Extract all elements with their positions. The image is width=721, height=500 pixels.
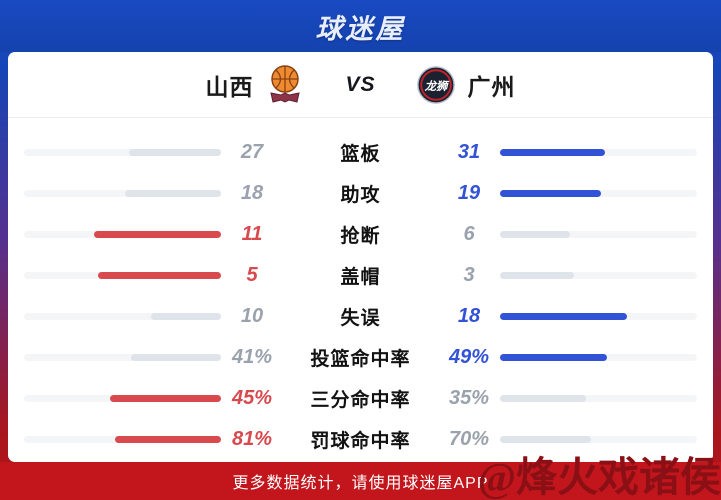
vs-label: VS	[345, 72, 376, 96]
away-value: 35%	[448, 387, 490, 409]
header-band: 球迷屋	[0, 0, 721, 52]
away-value: 6	[463, 223, 475, 245]
away-bar-fill	[500, 354, 608, 361]
away-value: 19	[457, 182, 481, 204]
away-bar-fill	[500, 313, 627, 320]
stat-row: 18 助攻 19	[24, 173, 697, 214]
home-value: 10	[240, 305, 264, 327]
home-value: 11	[241, 223, 263, 245]
stat-row: 11 抢断 6	[24, 214, 697, 255]
home-value: 45%	[231, 387, 273, 409]
home-bar-fill	[115, 436, 221, 443]
stat-row: 81% 罚球命中率 70%	[24, 419, 697, 460]
away-bar-fill	[500, 149, 606, 156]
footer-band: 更多数据统计，请使用球迷屋APP	[0, 462, 721, 500]
svg-text:龙狮: 龙狮	[424, 79, 449, 92]
stat-row: 5 盖帽 3	[24, 255, 697, 296]
stat-label: 盖帽	[340, 267, 381, 288]
away-bar-fill	[500, 436, 592, 443]
away-bar-track	[500, 436, 697, 443]
home-bar-track	[24, 395, 221, 402]
away-team-logo-icon: 龙狮	[416, 64, 456, 106]
home-team: 山西	[205, 64, 305, 106]
home-bar-fill	[93, 231, 221, 238]
away-team: 龙狮 广州	[416, 64, 516, 106]
away-value: 18	[457, 305, 481, 327]
away-value: 70%	[448, 428, 490, 450]
away-value: 49%	[448, 346, 490, 368]
home-bar-track	[24, 190, 221, 197]
team-header: 山西 VS 龙狮	[8, 52, 713, 118]
home-bar-fill	[150, 313, 221, 320]
away-bar-track	[500, 149, 697, 156]
stat-row: 45% 三分命中率 35%	[24, 378, 697, 419]
away-bar-track	[500, 354, 697, 361]
home-bar-track	[24, 272, 221, 279]
home-team-logo-icon	[265, 64, 305, 106]
stat-label: 罚球命中率	[310, 431, 411, 452]
away-bar-track	[500, 395, 697, 402]
home-bar-track	[24, 313, 221, 320]
home-bar-fill	[97, 272, 221, 279]
home-value: 81%	[231, 428, 273, 450]
away-value: 31	[457, 141, 481, 163]
away-bar-track	[500, 190, 697, 197]
away-bar-fill	[500, 272, 574, 279]
home-team-name: 山西	[205, 73, 254, 100]
home-value: 5	[246, 264, 258, 286]
stat-label: 投篮命中率	[310, 349, 411, 370]
stat-row: 41% 投篮命中率 49%	[24, 337, 697, 378]
home-bar-fill	[110, 395, 221, 402]
home-bar-fill	[125, 190, 221, 197]
away-bar-fill	[500, 395, 587, 402]
app-logo: 球迷屋	[315, 13, 406, 44]
home-bar-track	[24, 149, 221, 156]
home-bar-track	[24, 231, 221, 238]
away-bar-fill	[500, 231, 570, 238]
stats-card: 山西 VS 龙狮	[8, 52, 713, 462]
stat-label: 三分命中率	[310, 390, 411, 411]
stat-label: 篮板	[340, 144, 381, 165]
home-value: 41%	[231, 346, 273, 368]
stat-label: 抢断	[340, 226, 381, 247]
away-value: 3	[463, 264, 475, 286]
stat-row: 10 失误 18	[24, 296, 697, 337]
watermark: @烽火戏诸侯	[477, 454, 721, 500]
home-bar-fill	[129, 149, 221, 156]
home-bar-track	[24, 354, 221, 361]
stat-label: 失误	[340, 308, 381, 329]
stats-rows: 27 篮板 31 18 助攻 19 11 抢断 6 5 盖帽 3	[8, 118, 713, 460]
home-value: 27	[240, 141, 264, 163]
home-bar-track	[24, 436, 221, 443]
away-bar-track	[500, 313, 697, 320]
home-value: 18	[240, 182, 264, 204]
stat-row: 27 篮板 31	[24, 132, 697, 173]
away-team-name: 广州	[467, 73, 516, 100]
away-bar-track	[500, 272, 697, 279]
footer-text: 更多数据统计，请使用球迷屋APP	[232, 475, 489, 492]
home-bar-fill	[131, 354, 221, 361]
stat-label: 助攻	[340, 185, 381, 206]
away-bar-fill	[500, 190, 602, 197]
away-bar-track	[500, 231, 697, 238]
